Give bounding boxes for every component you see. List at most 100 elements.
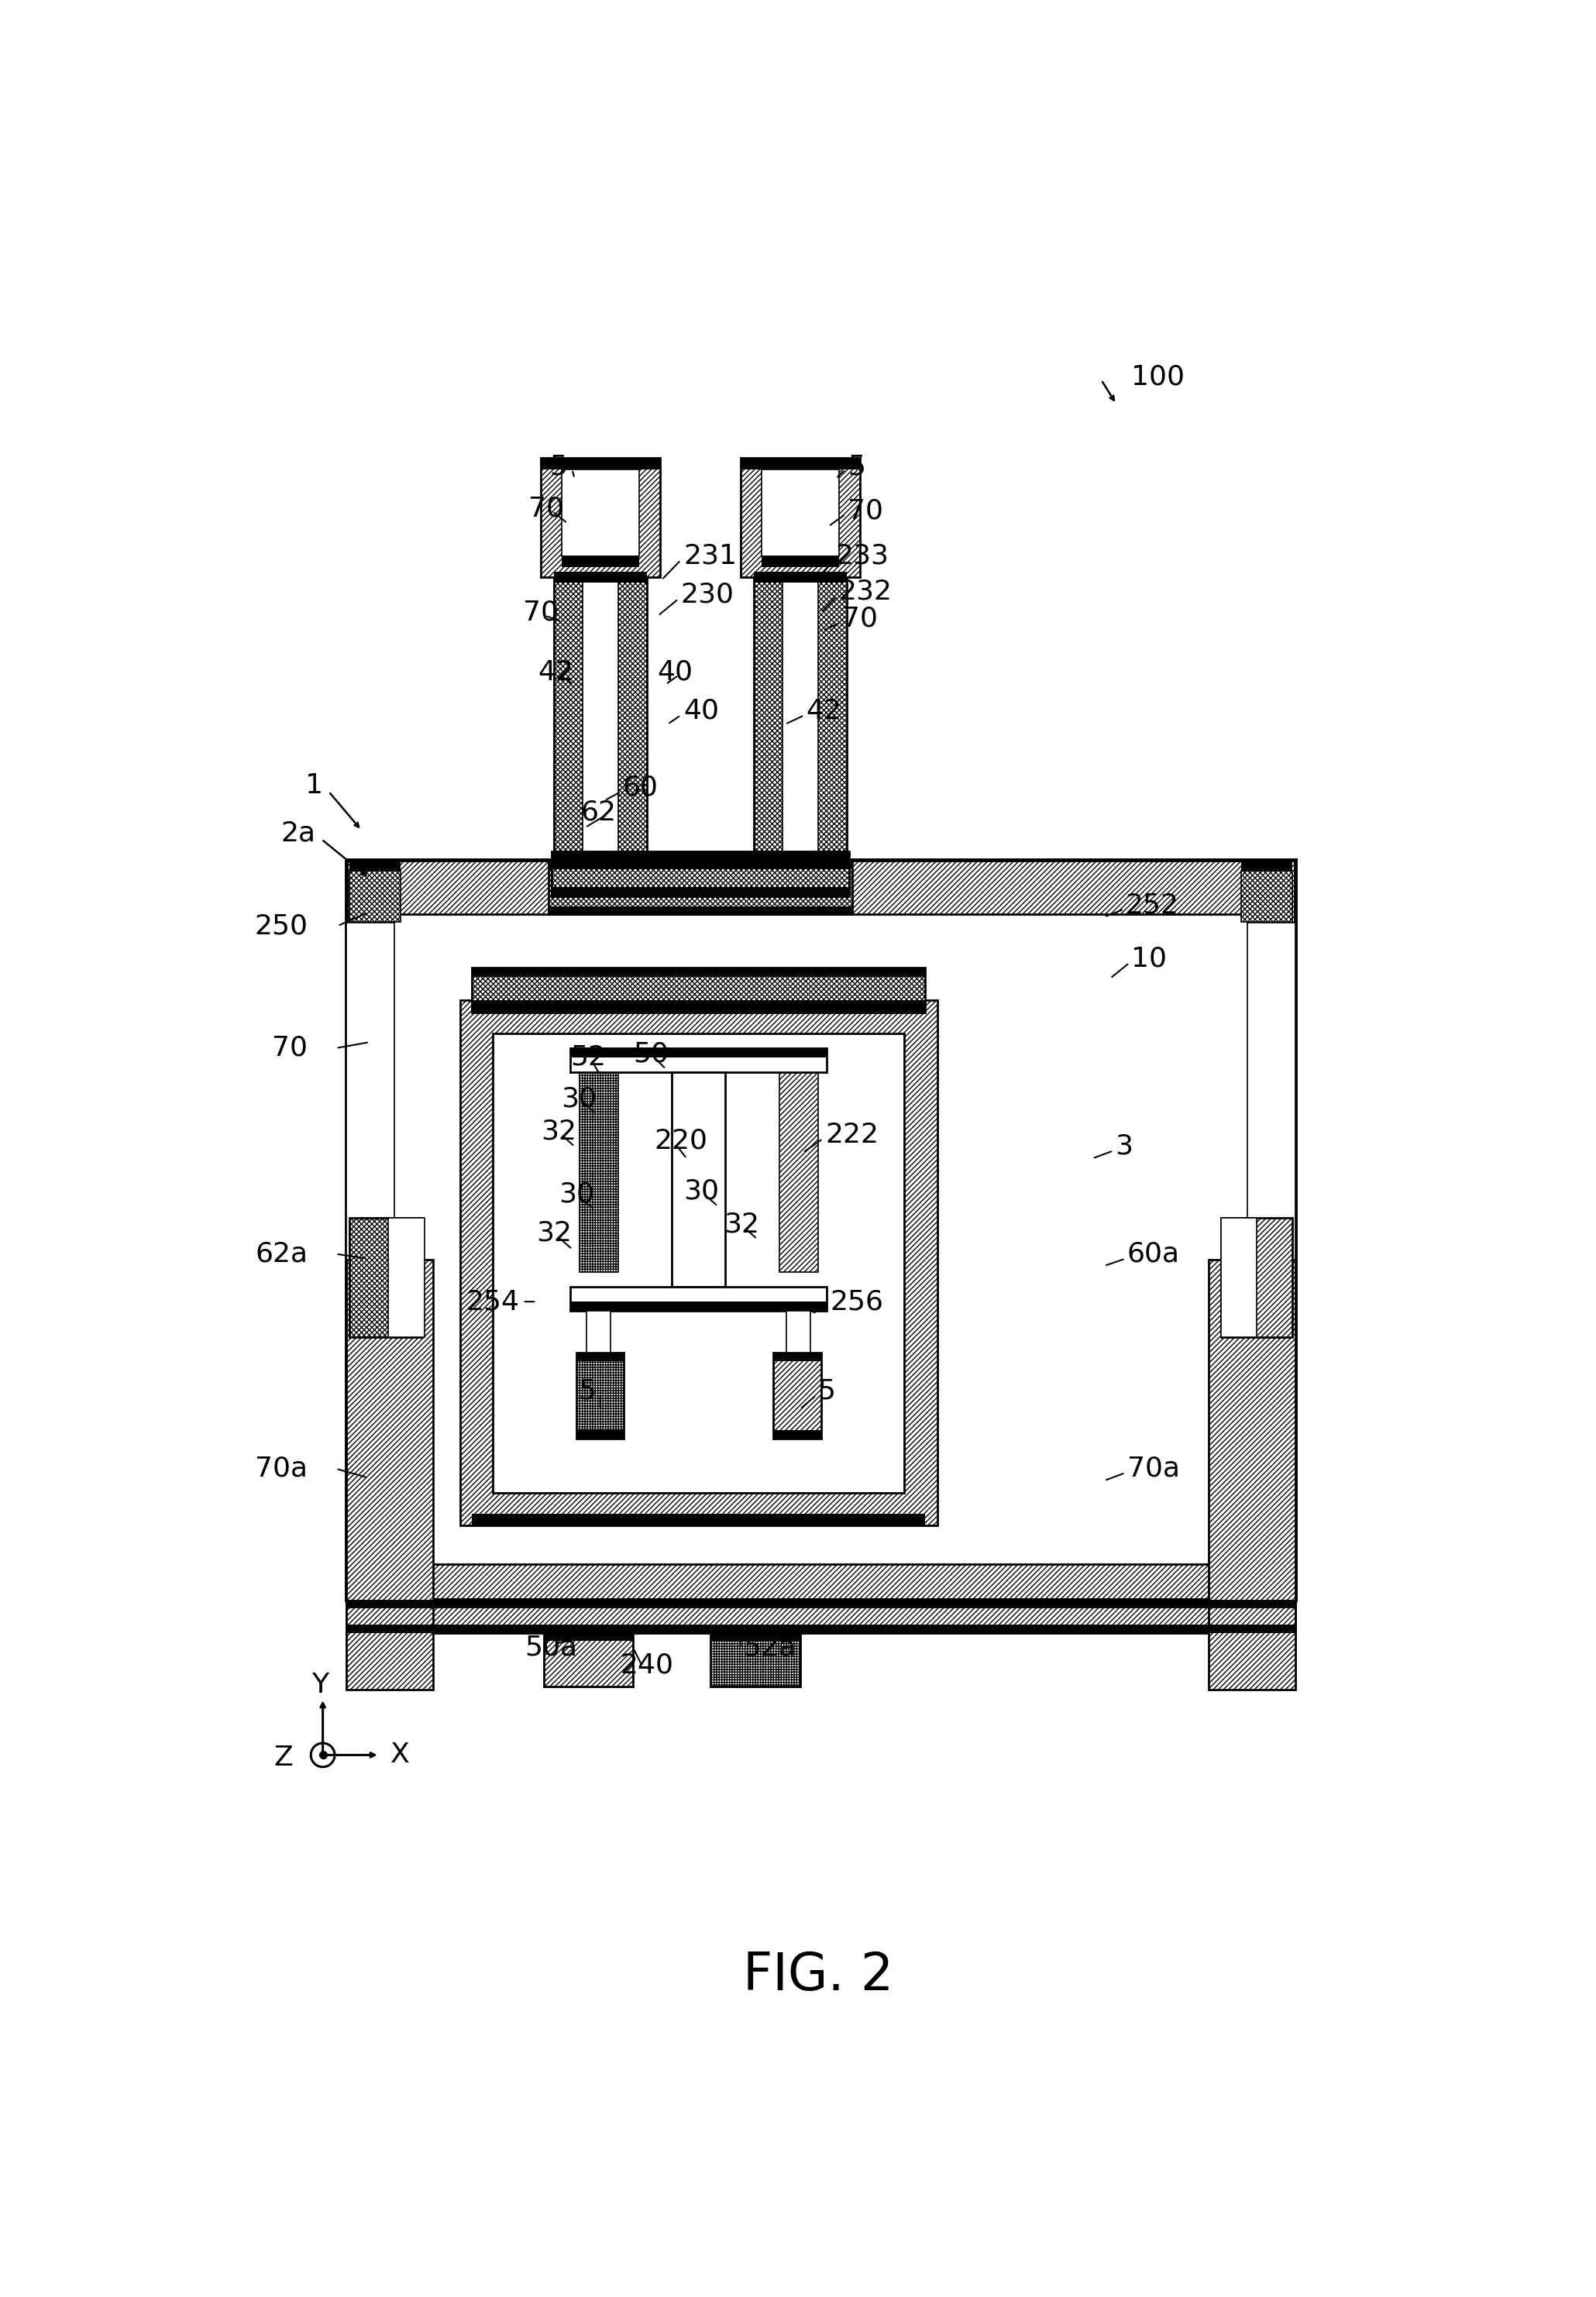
Text: 60: 60 xyxy=(622,774,659,802)
Bar xyxy=(576,1353,624,1362)
Bar xyxy=(549,907,852,914)
Bar xyxy=(562,556,638,567)
Text: 30: 30 xyxy=(683,1178,720,1204)
Text: 70: 70 xyxy=(528,496,565,521)
Bar xyxy=(346,1624,1296,1633)
Text: 62a: 62a xyxy=(255,1240,308,1268)
Text: 100: 100 xyxy=(1132,363,1184,390)
Bar xyxy=(1221,1217,1256,1337)
Bar xyxy=(554,577,646,864)
Text: 52: 52 xyxy=(570,1043,606,1070)
Text: 240: 240 xyxy=(619,1652,674,1679)
Bar xyxy=(346,1259,433,1688)
Bar xyxy=(346,861,1296,1601)
Bar xyxy=(544,1633,634,1640)
Text: 70: 70 xyxy=(522,600,559,625)
Bar xyxy=(460,1001,937,1525)
Text: 40: 40 xyxy=(683,698,720,724)
Text: 3: 3 xyxy=(1116,1132,1133,1160)
Bar xyxy=(472,967,926,976)
Bar xyxy=(350,871,401,921)
Bar xyxy=(741,457,860,577)
Bar xyxy=(1242,871,1293,921)
Bar xyxy=(570,1047,827,1057)
Bar xyxy=(761,469,839,556)
Bar xyxy=(1242,861,1293,871)
Text: 70a: 70a xyxy=(255,1456,308,1482)
Bar xyxy=(1221,1217,1293,1337)
Bar xyxy=(787,1312,811,1353)
Text: X: X xyxy=(389,1741,410,1769)
Bar xyxy=(779,1064,817,1273)
Text: 70: 70 xyxy=(273,1036,308,1061)
Text: 2a: 2a xyxy=(281,820,316,848)
Bar xyxy=(576,1431,624,1438)
Text: 232: 232 xyxy=(839,579,892,604)
Text: 230: 230 xyxy=(681,581,734,609)
Text: 233: 233 xyxy=(836,542,889,570)
Bar xyxy=(570,1286,827,1312)
Bar xyxy=(346,1601,1296,1633)
Bar xyxy=(472,1004,926,1013)
Bar xyxy=(551,852,849,896)
Bar xyxy=(554,572,646,583)
Bar xyxy=(472,967,926,1013)
Bar xyxy=(549,861,852,914)
Text: 32: 32 xyxy=(536,1220,571,1247)
Bar xyxy=(350,1217,421,1337)
Text: 50a: 50a xyxy=(525,1635,578,1661)
Bar xyxy=(388,914,1253,1564)
Text: 32: 32 xyxy=(541,1119,576,1144)
Text: 60a: 60a xyxy=(1127,1240,1179,1268)
Text: 50: 50 xyxy=(634,1041,669,1068)
Bar xyxy=(579,1064,618,1273)
Bar xyxy=(755,572,846,583)
Bar xyxy=(761,556,839,567)
Text: 62: 62 xyxy=(581,799,616,825)
Text: 5: 5 xyxy=(578,1378,595,1403)
Text: 42: 42 xyxy=(538,659,573,685)
Bar xyxy=(541,457,659,469)
Text: Z: Z xyxy=(275,1746,294,1771)
Bar xyxy=(677,1073,721,1286)
Bar xyxy=(350,861,401,871)
Text: 30: 30 xyxy=(559,1181,594,1208)
Text: 231: 231 xyxy=(683,542,737,570)
Text: 70: 70 xyxy=(847,498,884,524)
Bar xyxy=(551,852,849,861)
Bar xyxy=(710,1633,800,1686)
Text: 70: 70 xyxy=(841,606,878,632)
Bar xyxy=(576,1353,624,1438)
Bar xyxy=(755,577,846,864)
Text: 5: 5 xyxy=(817,1378,836,1403)
Bar xyxy=(1248,923,1296,1518)
Bar xyxy=(388,1217,425,1337)
Text: 220: 220 xyxy=(654,1128,707,1153)
Text: 222: 222 xyxy=(825,1121,878,1148)
Text: 10: 10 xyxy=(1132,946,1167,972)
Text: 70a: 70a xyxy=(1127,1456,1179,1482)
Text: 52a: 52a xyxy=(744,1635,796,1661)
Bar xyxy=(551,887,849,896)
Bar xyxy=(741,457,860,469)
Text: 250: 250 xyxy=(254,912,308,939)
Bar xyxy=(586,1312,610,1353)
Bar xyxy=(710,1633,800,1640)
Bar xyxy=(541,457,659,577)
Bar xyxy=(570,1302,827,1312)
Bar xyxy=(782,577,817,864)
Bar xyxy=(772,1353,820,1362)
Text: 30: 30 xyxy=(562,1086,597,1112)
Text: 42: 42 xyxy=(806,698,841,724)
Bar xyxy=(562,469,638,556)
Bar xyxy=(570,1047,827,1073)
Bar xyxy=(472,1514,926,1525)
Text: 252: 252 xyxy=(1125,891,1178,919)
Bar xyxy=(772,1353,820,1438)
Bar xyxy=(346,1601,1296,1608)
Text: 40: 40 xyxy=(658,659,693,685)
Bar xyxy=(772,1431,820,1438)
Bar xyxy=(544,1633,634,1686)
Text: FIG. 2: FIG. 2 xyxy=(742,1950,894,2001)
Bar xyxy=(1208,1259,1296,1688)
